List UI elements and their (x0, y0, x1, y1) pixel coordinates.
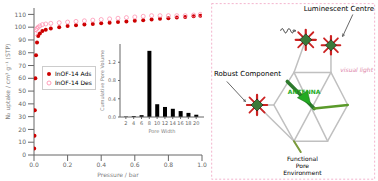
svg-text:110: 110 (15, 11, 27, 18)
svg-text:20: 20 (18, 126, 26, 133)
svg-text:0.6: 0.6 (130, 161, 140, 168)
svg-text:2: 2 (124, 120, 127, 126)
svg-text:1.2: 1.2 (108, 59, 116, 65)
svg-text:0.8: 0.8 (108, 77, 116, 83)
svg-text:0.0: 0.0 (108, 114, 116, 120)
svg-text:6: 6 (140, 120, 143, 126)
svg-text:0.8: 0.8 (164, 161, 174, 168)
svg-text:1.0: 1.0 (197, 161, 207, 168)
svg-text:16: 16 (177, 120, 183, 126)
svg-text:50: 50 (18, 87, 26, 94)
svg-text:4: 4 (132, 120, 135, 126)
svg-text:12: 12 (162, 120, 168, 126)
svg-text:80: 80 (18, 49, 26, 56)
svg-text:Pore Width: Pore Width (148, 128, 175, 134)
svg-text:Robust Component: Robust Component (214, 70, 281, 78)
svg-text:20: 20 (193, 120, 199, 126)
svg-text:100: 100 (15, 23, 27, 30)
svg-text:0.4: 0.4 (108, 96, 116, 102)
svg-text:0.2: 0.2 (63, 161, 73, 168)
svg-text:FunctionalPoreEnvironment: FunctionalPoreEnvironment (283, 155, 322, 176)
svg-text:40: 40 (18, 100, 26, 107)
svg-text:70: 70 (18, 62, 26, 69)
svg-text:Pressure / bar: Pressure / bar (97, 171, 139, 178)
svg-text:0.0: 0.0 (29, 161, 39, 168)
svg-text:ANTENNA: ANTENNA (288, 88, 321, 95)
svg-text:visual light: visual light (340, 66, 370, 74)
svg-text:90: 90 (18, 36, 26, 43)
html-text:InOF-14 Des: InOF-14 Des (55, 79, 92, 86)
svg-text:Luminescent Centre: Luminescent Centre (304, 5, 370, 13)
svg-text:18: 18 (185, 120, 191, 126)
svg-text:30: 30 (18, 113, 26, 120)
svg-text:14: 14 (170, 120, 176, 126)
svg-text:0.4: 0.4 (96, 161, 106, 168)
svg-text:60: 60 (18, 74, 26, 81)
svg-text:10: 10 (154, 120, 160, 126)
svg-text:N₂ uptake / cm³ g⁻¹ (STP): N₂ uptake / cm³ g⁻¹ (STP) (8, 44, 12, 120)
svg-text:8: 8 (148, 120, 151, 126)
svg-text:10: 10 (18, 138, 26, 145)
svg-text:0: 0 (22, 151, 26, 158)
html-text:InOF-14 Ads: InOF-14 Ads (55, 70, 92, 77)
svg-text:Cumulative Pore Volume: Cumulative Pore Volume (99, 50, 105, 111)
